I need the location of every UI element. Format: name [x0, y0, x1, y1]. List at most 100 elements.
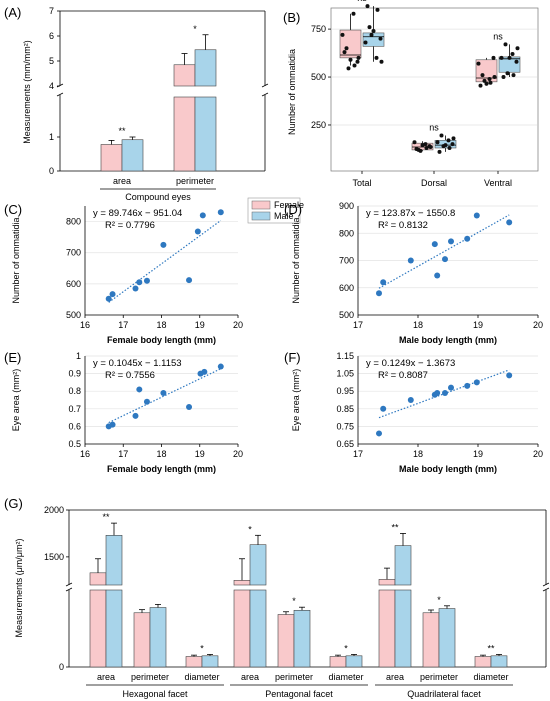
bar-female-area-lower	[89, 589, 107, 668]
y-tick-label: 0	[59, 662, 64, 672]
significance-label: *	[344, 643, 348, 653]
x-tick-label: 18	[413, 449, 423, 459]
y-tick-label: 0.5	[68, 439, 81, 449]
trendline-equation: y = 89.746x − 951.04	[93, 208, 182, 219]
panel-c: (C) 500 600 700 800 16 17 18 19 20 y = 89.746x − 9…	[4, 202, 243, 345]
x-tick-label: perimeter	[176, 176, 214, 186]
data-point	[478, 83, 483, 88]
data-point	[446, 138, 451, 143]
data-point	[491, 55, 496, 60]
y-tick-label: 700	[339, 256, 354, 266]
bar-male-area-upper	[105, 535, 123, 586]
data-point	[442, 256, 448, 263]
bar-male-area-upper	[394, 545, 412, 586]
bar-male-area-lower	[249, 589, 267, 668]
data-point	[448, 384, 454, 391]
bar-female-area-upper	[89, 572, 107, 586]
bar-male-diameter	[345, 655, 363, 668]
data-point	[503, 42, 508, 47]
x-tick-label: Dorsal	[421, 178, 447, 188]
data-point	[416, 147, 421, 152]
data-point	[506, 219, 513, 226]
bar-male-diameter	[201, 655, 219, 668]
data-point	[378, 36, 383, 41]
x-tick-label: 19	[195, 449, 205, 459]
bar-female-perimeter	[277, 614, 295, 668]
y-tick-label: 0.85	[336, 404, 354, 414]
data-point	[511, 73, 516, 78]
bar-female-perimeter	[133, 612, 151, 668]
y-tick-label: 0.9	[68, 369, 81, 379]
data-point	[434, 389, 441, 396]
panel-e: (E) 0.5 0.6 0.7 0.8 0.9 1 16 17 18 19 20 y = 0.1045x…	[4, 350, 243, 474]
data-point	[451, 136, 456, 141]
data-point	[450, 142, 455, 147]
data-point	[340, 32, 345, 37]
x-tick-label: 19	[473, 449, 483, 459]
significance-label: *	[248, 524, 252, 534]
data-point	[464, 382, 471, 389]
x-axis-label: Male body length (mm)	[399, 464, 497, 474]
x-tick-label: 19	[473, 320, 483, 330]
x-tick-label: 17	[118, 449, 128, 459]
panel-label: (D)	[284, 202, 302, 217]
trendline-equation: y = 0.1045x − 1.1153	[93, 358, 182, 369]
significance-label: *	[200, 643, 204, 653]
data-point	[443, 143, 448, 148]
x-tick-label: perimeter	[275, 672, 313, 682]
data-point	[369, 32, 374, 37]
y-axis-label: Eye area (mm²)	[11, 369, 21, 432]
bar-male-perimeter-upper	[194, 49, 217, 87]
r-squared-label: R² = 0.8132	[378, 220, 428, 231]
x-tick-label: area	[97, 672, 115, 682]
x-tick-label: perimeter	[131, 672, 169, 682]
y-tick-label: 700	[66, 248, 81, 258]
legend-label-male: Male	[274, 211, 294, 221]
data-point	[515, 46, 520, 51]
data-point	[420, 143, 425, 148]
y-tick-label: 5	[49, 56, 54, 66]
x-tick-label: Ventral	[484, 178, 512, 188]
data-point	[424, 145, 429, 150]
r-squared-label: R² = 0.7556	[105, 370, 155, 381]
x-tick-label: diameter	[184, 672, 219, 682]
data-point	[380, 405, 387, 412]
data-point	[448, 238, 454, 245]
bar-female-perimeter-lower	[173, 96, 196, 172]
group-label: Compound eyes	[125, 192, 191, 202]
axis-break-mark	[56, 92, 64, 97]
y-tick-label: 800	[339, 228, 354, 238]
x-tick-label: area	[241, 672, 259, 682]
significance-label: **	[118, 126, 126, 136]
panel-label: (G)	[4, 496, 23, 511]
data-point	[376, 290, 382, 297]
axis-break-mark	[261, 92, 269, 97]
bar-female-area	[100, 144, 123, 172]
x-tick-label: 17	[118, 320, 128, 330]
data-point	[476, 61, 481, 66]
y-tick-label: 600	[66, 279, 81, 289]
x-tick-label: 17	[353, 449, 363, 459]
x-tick-label: diameter	[473, 672, 508, 682]
y-tick-label: 1	[76, 351, 81, 361]
trendline-equation: y = 0.1249x − 1.3673	[366, 358, 455, 369]
legend-swatch-male	[251, 211, 271, 221]
data-point	[367, 25, 372, 30]
data-point	[109, 421, 116, 428]
x-tick-label: 17	[353, 320, 363, 330]
y-tick-label: 600	[339, 283, 354, 293]
y-tick-label: 1500	[44, 552, 64, 562]
data-point	[506, 372, 513, 379]
data-point	[342, 50, 347, 55]
data-point	[507, 55, 512, 60]
data-point	[480, 73, 485, 78]
panel-label: (C)	[4, 202, 22, 217]
data-point	[217, 363, 224, 370]
bar-male-area-lower	[394, 589, 412, 668]
data-point	[132, 412, 139, 419]
data-point	[428, 145, 433, 150]
data-point	[407, 397, 414, 403]
data-point	[346, 66, 351, 71]
